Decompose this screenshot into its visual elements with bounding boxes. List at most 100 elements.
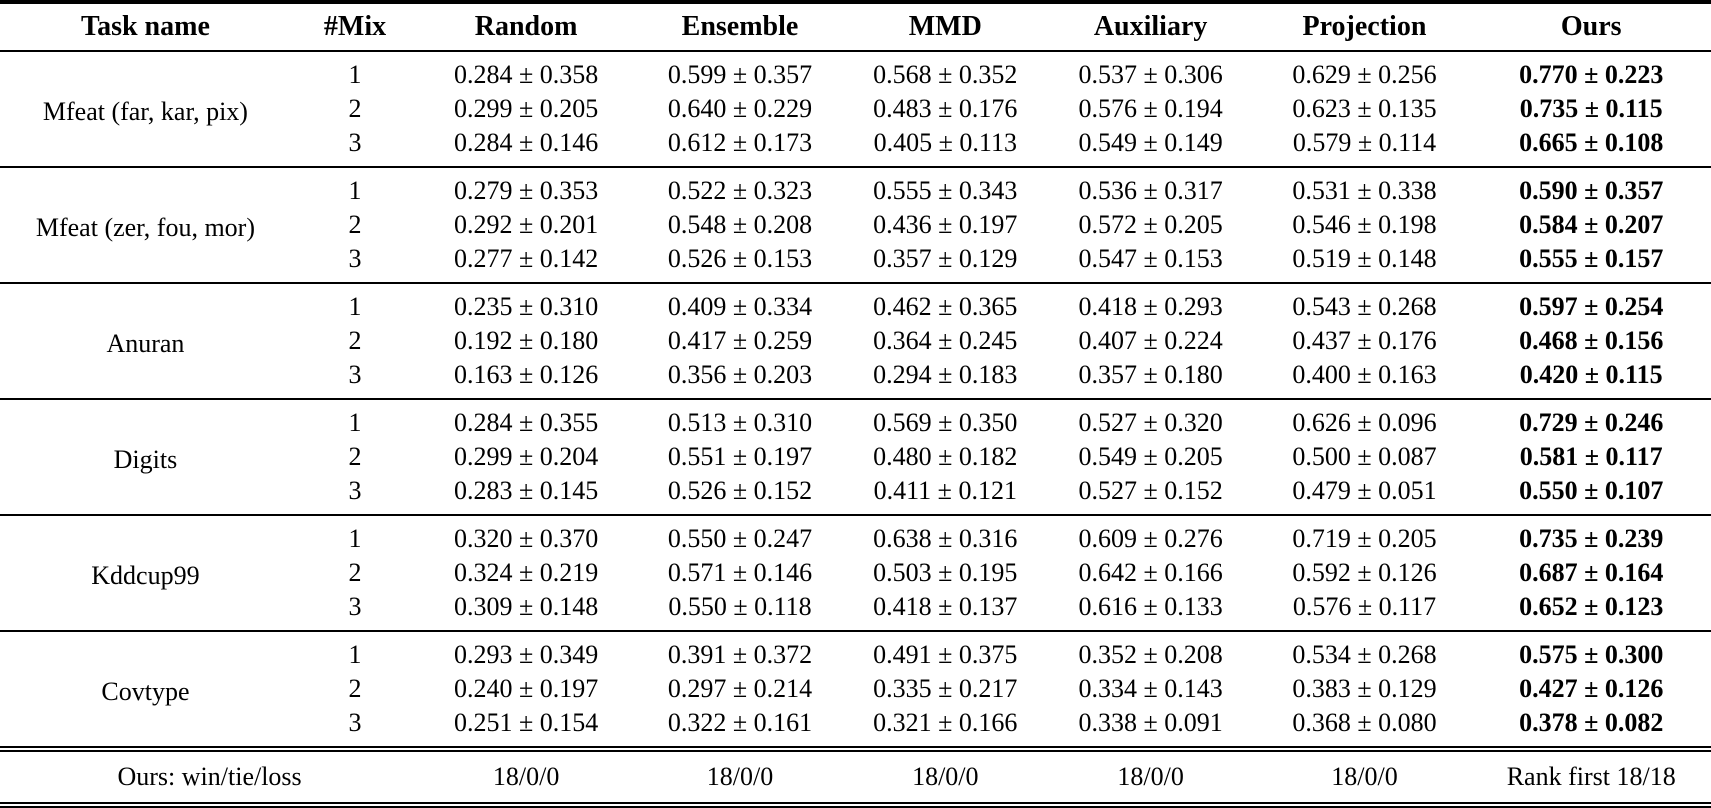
column-header: Task name bbox=[0, 2, 291, 52]
value-cell: 0.192 ± 0.180 bbox=[453, 326, 599, 356]
table-row: 2 0.324 ± 0.219 0.571 ± 0.146 0.503 ± 0.195… bbox=[0, 556, 1711, 590]
ours-value-cell: 0.550 ± 0.107 bbox=[1519, 476, 1664, 506]
table-row: Covtype 1 0.293 ± 0.349 0.391 ± 0.372 0.491 … bbox=[0, 631, 1711, 706]
mix-cell: 1 bbox=[348, 292, 362, 322]
value-cell: 0.284 ± 0.146 bbox=[453, 128, 599, 158]
value-cell: 0.251 ± 0.154 bbox=[453, 708, 599, 738]
table-row: Kddcup99 1 0.320 ± 0.370 0.550 ± 0.247 0.638… bbox=[0, 515, 1711, 590]
mix-cell: 2 bbox=[348, 558, 362, 588]
value-cell: 0.616 ± 0.133 bbox=[1078, 592, 1223, 622]
task-name-cell: Covtype bbox=[101, 677, 190, 707]
task-name-cell: Digits bbox=[113, 445, 178, 475]
value-cell: 0.543 ± 0.268 bbox=[1292, 292, 1437, 322]
value-cell: 0.240 ± 0.197 bbox=[453, 674, 599, 704]
value-cell: 0.299 ± 0.204 bbox=[453, 442, 599, 472]
value-cell: 0.284 ± 0.358 bbox=[453, 60, 599, 90]
task-name-cell: Mfeat (zer, fou, mor) bbox=[35, 213, 255, 243]
value-cell: 0.462 ± 0.365 bbox=[873, 292, 1018, 322]
mix-cell: 2 bbox=[348, 442, 362, 472]
column-header: Ours bbox=[1471, 2, 1711, 52]
value-cell: 0.483 ± 0.176 bbox=[873, 94, 1018, 124]
value-cell: 0.571 ± 0.146 bbox=[667, 558, 813, 588]
ours-value-cell: 0.590 ± 0.357 bbox=[1519, 176, 1664, 206]
column-header: Random bbox=[419, 2, 634, 52]
value-cell: 0.335 ± 0.217 bbox=[873, 674, 1018, 704]
value-cell: 0.576 ± 0.194 bbox=[1078, 94, 1223, 124]
value-cell: 0.277 ± 0.142 bbox=[453, 244, 599, 274]
value-cell: 0.400 ± 0.163 bbox=[1292, 360, 1437, 390]
value-cell: 0.321 ± 0.166 bbox=[873, 708, 1018, 738]
value-cell: 0.527 ± 0.320 bbox=[1078, 408, 1223, 438]
value-cell: 0.418 ± 0.293 bbox=[1078, 292, 1223, 322]
column-header: Ensemble bbox=[633, 2, 847, 52]
value-cell: 0.572 ± 0.205 bbox=[1078, 210, 1223, 240]
value-cell: 0.405 ± 0.113 bbox=[873, 128, 1017, 158]
value-cell: 0.547 ± 0.153 bbox=[1078, 244, 1223, 274]
task-group: Digits 1 0.284 ± 0.355 0.513 ± 0.310 0.569 ±… bbox=[0, 399, 1711, 515]
value-cell: 0.550 ± 0.247 bbox=[667, 524, 813, 554]
value-cell: 0.320 ± 0.370 bbox=[453, 524, 599, 554]
value-cell: 0.546 ± 0.198 bbox=[1292, 210, 1437, 240]
value-cell: 0.357 ± 0.180 bbox=[1078, 360, 1223, 390]
mix-cell: 2 bbox=[348, 674, 362, 704]
value-cell: 0.356 ± 0.203 bbox=[667, 360, 813, 390]
value-cell: 0.324 ± 0.219 bbox=[453, 558, 599, 588]
ours-value-cell: 0.420 ± 0.115 bbox=[1519, 360, 1663, 390]
value-cell: 0.536 ± 0.317 bbox=[1078, 176, 1223, 206]
value-cell: 0.527 ± 0.152 bbox=[1078, 476, 1223, 506]
value-cell: 0.623 ± 0.135 bbox=[1292, 94, 1437, 124]
value-cell: 0.513 ± 0.310 bbox=[667, 408, 813, 438]
ours-value-cell: 0.555 ± 0.157 bbox=[1519, 244, 1664, 274]
value-cell: 0.284 ± 0.355 bbox=[453, 408, 599, 438]
value-cell: 0.163 ± 0.126 bbox=[453, 360, 599, 390]
value-cell: 0.579 ± 0.114 bbox=[1292, 128, 1437, 158]
ours-value-cell: 0.729 ± 0.246 bbox=[1519, 408, 1664, 438]
task-group: Kddcup99 1 0.320 ± 0.370 0.550 ± 0.247 0.638… bbox=[0, 515, 1711, 631]
value-cell: 0.549 ± 0.149 bbox=[1078, 128, 1223, 158]
task-group: Mfeat (far, kar, pix) 1 0.284 ± 0.358 0.599… bbox=[0, 51, 1711, 167]
ours-value-cell: 0.575 ± 0.300 bbox=[1519, 640, 1664, 670]
value-cell: 0.383 ± 0.129 bbox=[1292, 674, 1437, 704]
value-cell: 0.322 ± 0.161 bbox=[667, 708, 813, 738]
table-row: 2 0.240 ± 0.197 0.297 ± 0.214 0.335 ± 0.217… bbox=[0, 672, 1711, 706]
mix-cell: 1 bbox=[348, 640, 362, 670]
mix-cell: 1 bbox=[348, 176, 362, 206]
value-cell: 0.292 ± 0.201 bbox=[453, 210, 599, 240]
ours-value-cell: 0.770 ± 0.223 bbox=[1519, 60, 1664, 90]
value-cell: 0.279 ± 0.353 bbox=[453, 176, 599, 206]
value-cell: 0.357 ± 0.129 bbox=[873, 244, 1018, 274]
ours-value-cell: 0.584 ± 0.207 bbox=[1519, 210, 1664, 240]
column-header: #Mix bbox=[290, 2, 420, 52]
table-row: 2 0.192 ± 0.180 0.417 ± 0.259 0.364 ± 0.245… bbox=[0, 324, 1711, 358]
table-row: Digits 1 0.284 ± 0.355 0.513 ± 0.310 0.569 ±… bbox=[0, 399, 1711, 474]
mix-cell: 2 bbox=[348, 210, 362, 240]
mix-cell: 1 bbox=[348, 524, 362, 554]
value-cell: 0.437 ± 0.176 bbox=[1292, 326, 1437, 356]
value-cell: 0.491 ± 0.375 bbox=[873, 640, 1018, 670]
table-row: 3 0.283 ± 0.145 0.526 ± 0.152 0.411 ± 0.121… bbox=[0, 474, 1711, 515]
value-cell: 0.599 ± 0.357 bbox=[667, 60, 813, 90]
mix-cell: 3 bbox=[348, 128, 362, 158]
table-row: 2 0.292 ± 0.201 0.548 ± 0.208 0.436 ± 0.197… bbox=[0, 208, 1711, 242]
value-cell: 0.364 ± 0.245 bbox=[873, 326, 1018, 356]
value-cell: 0.411 ± 0.121 bbox=[873, 476, 1017, 506]
win-tie-loss-cell: 18/0/0 bbox=[846, 746, 1044, 805]
mix-cell: 3 bbox=[348, 592, 362, 622]
value-cell: 0.569 ± 0.350 bbox=[873, 408, 1018, 438]
ours-value-cell: 0.468 ± 0.156 bbox=[1519, 326, 1664, 356]
value-cell: 0.629 ± 0.256 bbox=[1292, 60, 1437, 90]
value-cell: 0.334 ± 0.143 bbox=[1078, 674, 1223, 704]
column-header: Projection bbox=[1257, 2, 1472, 52]
value-cell: 0.519 ± 0.148 bbox=[1292, 244, 1437, 274]
table-row: 3 0.277 ± 0.142 0.526 ± 0.153 0.357 ± 0.129… bbox=[0, 242, 1711, 283]
table-header: Task name #Mix Random Ensemble MMD Auxiliary P… bbox=[0, 2, 1711, 52]
rank-first-cell: Rank first 18/18 bbox=[1471, 746, 1711, 805]
ours-value-cell: 0.665 ± 0.108 bbox=[1519, 128, 1664, 158]
mix-cell: 1 bbox=[348, 408, 362, 438]
value-cell: 0.352 ± 0.208 bbox=[1078, 640, 1223, 670]
task-name-cell: Kddcup99 bbox=[91, 561, 200, 591]
value-cell: 0.626 ± 0.096 bbox=[1292, 408, 1437, 438]
value-cell: 0.719 ± 0.205 bbox=[1292, 524, 1437, 554]
value-cell: 0.609 ± 0.276 bbox=[1078, 524, 1223, 554]
